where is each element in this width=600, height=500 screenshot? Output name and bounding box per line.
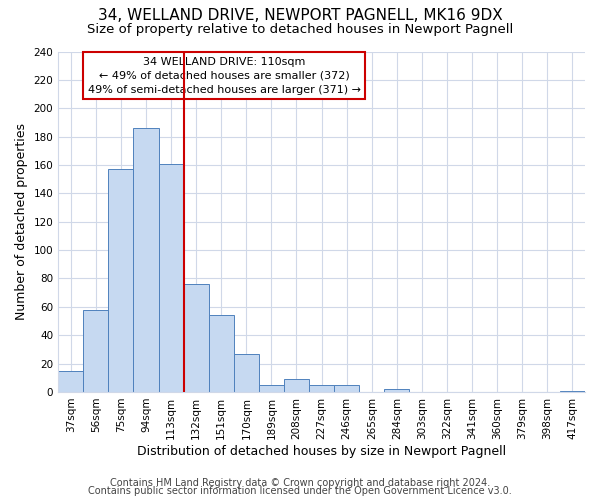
Text: Contains HM Land Registry data © Crown copyright and database right 2024.: Contains HM Land Registry data © Crown c… <box>110 478 490 488</box>
Bar <box>83 310 109 392</box>
Bar <box>209 316 234 392</box>
Text: 34, WELLAND DRIVE, NEWPORT PAGNELL, MK16 9DX: 34, WELLAND DRIVE, NEWPORT PAGNELL, MK16… <box>98 8 502 22</box>
Bar <box>133 128 158 392</box>
X-axis label: Distribution of detached houses by size in Newport Pagnell: Distribution of detached houses by size … <box>137 444 506 458</box>
Bar <box>385 389 409 392</box>
Text: 34 WELLAND DRIVE: 110sqm
← 49% of detached houses are smaller (372)
49% of semi-: 34 WELLAND DRIVE: 110sqm ← 49% of detach… <box>88 56 361 94</box>
Bar <box>334 385 359 392</box>
Bar <box>184 284 209 392</box>
Bar <box>309 385 334 392</box>
Y-axis label: Number of detached properties: Number of detached properties <box>15 123 28 320</box>
Bar <box>58 370 83 392</box>
Bar <box>234 354 259 392</box>
Bar <box>259 385 284 392</box>
Bar <box>284 379 309 392</box>
Bar <box>560 390 585 392</box>
Text: Size of property relative to detached houses in Newport Pagnell: Size of property relative to detached ho… <box>87 22 513 36</box>
Text: Contains public sector information licensed under the Open Government Licence v3: Contains public sector information licen… <box>88 486 512 496</box>
Bar <box>109 169 133 392</box>
Bar <box>158 164 184 392</box>
